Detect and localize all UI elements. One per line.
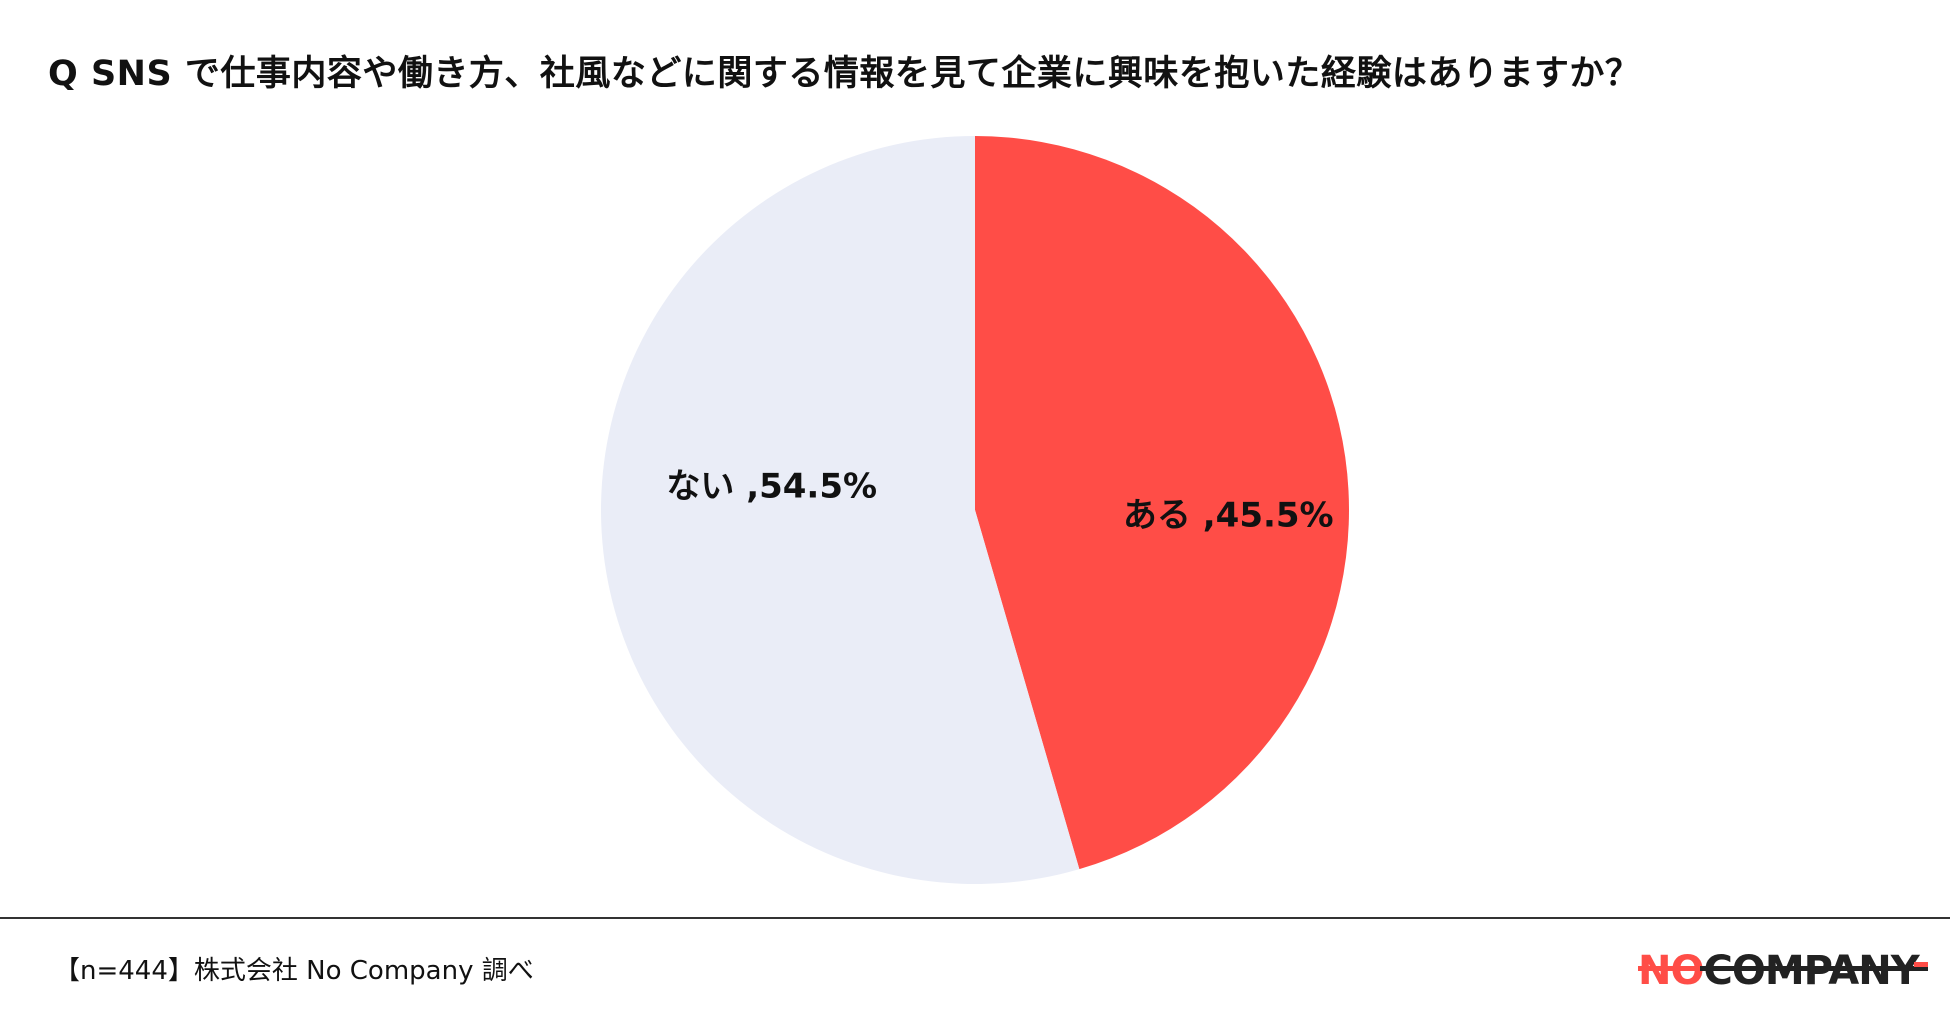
no-company-logo-mark: NOCOMPANY <box>1638 948 1928 994</box>
footer-divider <box>0 917 1950 919</box>
chart-title: Q SNS で仕事内容や働き方、社風などに関する情報を見て企業に興味を抱いた経験… <box>48 54 1641 94</box>
pie-slice-nai <box>601 136 1080 884</box>
company-logo: NOCOMPANY <box>1638 944 1928 994</box>
slice-label-nai: ない ,54.5% <box>666 467 877 507</box>
pie-slice-aru <box>975 136 1350 870</box>
slice-label-aru: ある ,45.5% <box>1123 495 1334 535</box>
survey-note: 【n=444】株式会社 No Company 調べ <box>54 956 534 986</box>
